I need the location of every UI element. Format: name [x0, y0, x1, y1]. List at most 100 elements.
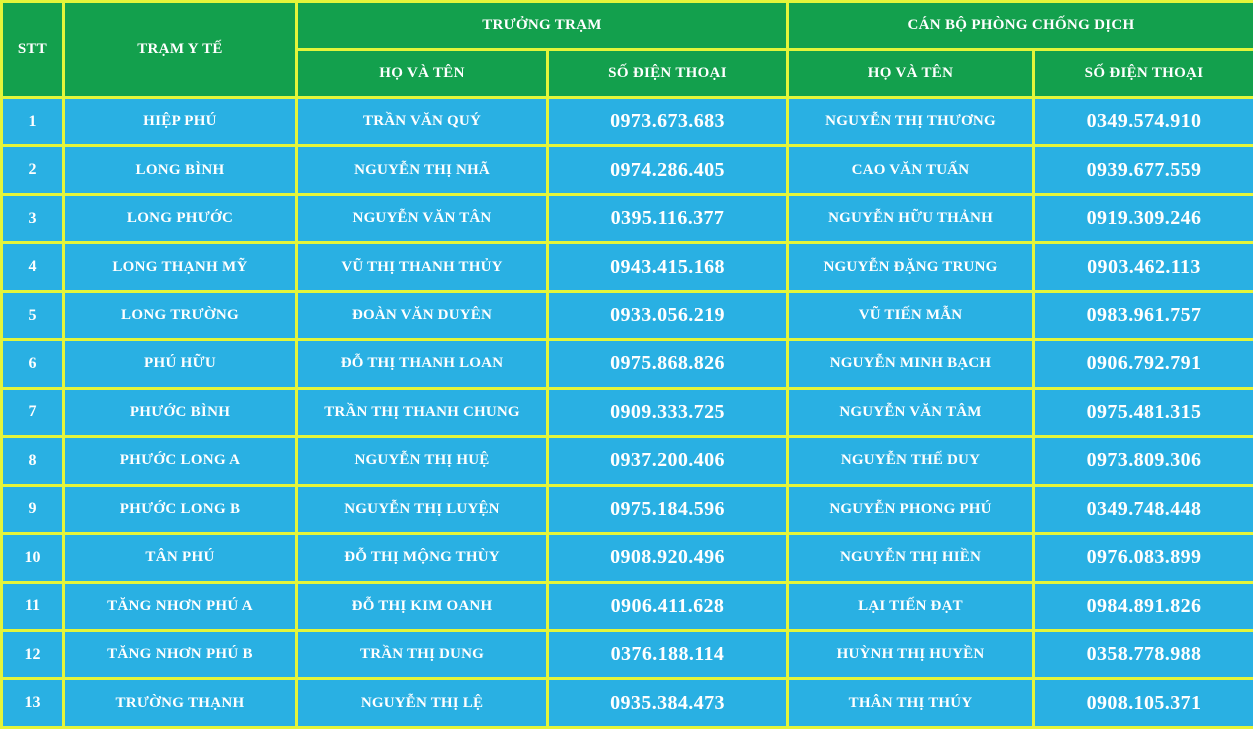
column-header-officer-phone: SỐ ĐIỆN THOẠI — [1032, 48, 1253, 99]
leader-phone-cell: 0975.868.826 — [546, 338, 789, 390]
stt-cell: 3 — [0, 192, 65, 245]
station-cell: TÂN PHÚ — [62, 532, 298, 584]
officer-phone-cell: 0349.574.910 — [1032, 95, 1253, 148]
officer-phone-cell: 0939.677.559 — [1032, 144, 1253, 196]
header-row-sub: HỌ VÀ TÊN SỐ ĐIỆN THOẠI HỌ VÀ TÊN SỐ ĐIỆ… — [2, 48, 1253, 99]
officer-name-cell: NGUYỄN PHONG PHÚ — [786, 483, 1035, 536]
station-cell: PHƯỚC BÌNH — [62, 386, 298, 439]
leader-name-cell: NGUYỄN THỊ NHÃ — [295, 144, 549, 196]
officer-phone-cell: 0976.083.899 — [1032, 532, 1253, 584]
table-header: STT TRẠM Y TẾ TRƯỞNG TRẠM CÁN BỘ PHÒNG C… — [0, 0, 1253, 99]
leader-name-cell: NGUYỄN VĂN TÂN — [295, 192, 549, 245]
column-header-station: TRẠM Y TẾ — [62, 0, 298, 99]
leader-phone-cell: 0395.116.377 — [546, 192, 789, 245]
leader-name-cell: ĐỖ THỊ MỘNG THÙY — [295, 532, 549, 584]
leader-name-cell: ĐOÀN VĂN DUYÊN — [295, 289, 549, 342]
officer-phone-cell: 0973.809.306 — [1032, 435, 1253, 487]
station-cell: PHƯỚC LONG B — [62, 483, 298, 536]
officer-name-cell: NGUYỄN HỮU THẢNH — [786, 192, 1035, 245]
leader-name-cell: ĐỖ THỊ KIM OANH — [295, 580, 549, 632]
station-cell: TĂNG NHƠN PHÚ B — [62, 628, 298, 681]
table-row: 9 PHƯỚC LONG B NGUYỄN THỊ LUYỆN 0975.184.59… — [0, 483, 1253, 536]
table-row: 12 TĂNG NHƠN PHÚ B TRẦN THỊ DUNG 0376.188.1… — [0, 628, 1253, 681]
leader-name-cell: NGUYỄN THỊ HUỆ — [295, 435, 549, 487]
stt-cell: 4 — [0, 241, 65, 293]
table-row: 4 LONG THẠNH MỸ VŨ THỊ THANH THỦY 0943.415.… — [0, 241, 1253, 293]
officer-phone-cell: 0906.792.791 — [1032, 338, 1253, 390]
table-row: 3 LONG PHƯỚC NGUYỄN VĂN TÂN 0395.116.377 NGU… — [0, 192, 1253, 245]
leader-phone-cell: 0975.184.596 — [546, 483, 789, 536]
table-row: 6 PHÚ HỮU ĐỖ THỊ THANH LOAN 0975.868.826 NGU… — [0, 338, 1253, 390]
officer-phone-cell: 0984.891.826 — [1032, 580, 1253, 632]
stt-cell: 12 — [0, 628, 65, 681]
leader-name-cell: ĐỖ THỊ THANH LOAN — [295, 338, 549, 390]
leader-phone-cell: 0376.188.114 — [546, 628, 789, 681]
officer-phone-cell: 0975.481.315 — [1032, 386, 1253, 439]
officer-name-cell: VŨ TIẾN MẪN — [786, 289, 1035, 342]
column-group-header-officer: CÁN BỘ PHÒNG CHỐNG DỊCH — [786, 0, 1253, 51]
officer-name-cell: THÂN THỊ THÚY — [786, 677, 1035, 729]
stt-cell: 7 — [0, 386, 65, 439]
stt-cell: 2 — [0, 144, 65, 196]
leader-name-cell: VŨ THỊ THANH THỦY — [295, 241, 549, 293]
officer-name-cell: CAO VĂN TUẤN — [786, 144, 1035, 196]
officer-phone-cell: 0358.778.988 — [1032, 628, 1253, 681]
stt-cell: 6 — [0, 338, 65, 390]
stt-cell: 5 — [0, 289, 65, 342]
table-row: 2 LONG BÌNH NGUYỄN THỊ NHÃ 0974.286.405 CAO … — [0, 144, 1253, 196]
station-cell: LONG PHƯỚC — [62, 192, 298, 245]
stt-cell: 8 — [0, 435, 65, 487]
column-header-officer-name: HỌ VÀ TÊN — [786, 48, 1035, 99]
officer-phone-cell: 0919.309.246 — [1032, 192, 1253, 245]
leader-phone-cell: 0943.415.168 — [546, 241, 789, 293]
stt-cell: 11 — [0, 580, 65, 632]
table-row: 1 HIỆP PHÚ TRẦN VĂN QUÝ 0973.673.683 NGUYỄN … — [0, 95, 1253, 148]
station-cell: PHƯỚC LONG A — [62, 435, 298, 487]
officer-name-cell: NGUYỄN THỊ THƯƠNG — [786, 95, 1035, 148]
header-row-top: STT TRẠM Y TẾ TRƯỞNG TRẠM CÁN BỘ PHÒNG C… — [0, 0, 1253, 99]
table-body: 1 HIỆP PHÚ TRẦN VĂN QUÝ 0973.673.683 NGUYỄN … — [0, 95, 1253, 729]
table-row: 5 LONG TRƯỜNG ĐOÀN VĂN DUYÊN 0933.056.219 VŨ… — [0, 289, 1253, 342]
officer-phone-cell: 0903.462.113 — [1032, 241, 1253, 293]
station-cell: LONG THẠNH MỸ — [62, 241, 298, 293]
station-cell: TRƯỜNG THẠNH — [62, 677, 298, 729]
leader-phone-cell: 0937.200.406 — [546, 435, 789, 487]
officer-name-cell: NGUYỄN VĂN TÂM — [786, 386, 1035, 439]
leader-phone-cell: 0908.920.496 — [546, 532, 789, 584]
officer-phone-cell: 0983.961.757 — [1032, 289, 1253, 342]
column-header-leader-phone: SỐ ĐIỆN THOẠI — [546, 48, 789, 99]
leader-phone-cell: 0909.333.725 — [546, 386, 789, 439]
leader-phone-cell: 0906.411.628 — [546, 580, 789, 632]
column-header-stt: STT — [0, 0, 65, 99]
table-row: 13 TRƯỜNG THẠNH NGUYỄN THỊ LỆ 0935.384.473 T… — [0, 677, 1253, 729]
officer-name-cell: NGUYỄN THỊ HIỀN — [786, 532, 1035, 584]
leader-phone-cell: 0933.056.219 — [546, 289, 789, 342]
leader-name-cell: TRẦN THỊ DUNG — [295, 628, 549, 681]
leader-phone-cell: 0935.384.473 — [546, 677, 789, 729]
officer-name-cell: NGUYỄN THẾ DUY — [786, 435, 1035, 487]
table-row: 7 PHƯỚC BÌNH TRẦN THỊ THANH CHUNG 0909.333.… — [0, 386, 1253, 439]
leader-phone-cell: 0973.673.683 — [546, 95, 789, 148]
stt-cell: 1 — [0, 95, 65, 148]
leader-name-cell: TRẦN THỊ THANH CHUNG — [295, 386, 549, 439]
table-row: 10 TÂN PHÚ ĐỖ THỊ MỘNG THÙY 0908.920.496 NGU… — [0, 532, 1253, 584]
stt-cell: 10 — [0, 532, 65, 584]
officer-name-cell: NGUYỄN ĐẶNG TRUNG — [786, 241, 1035, 293]
table-row: 8 PHƯỚC LONG A NGUYỄN THỊ HUỆ 0937.200.406 N… — [0, 435, 1253, 487]
officer-phone-cell: 0908.105.371 — [1032, 677, 1253, 729]
station-cell: HIỆP PHÚ — [62, 95, 298, 148]
leader-phone-cell: 0974.286.405 — [546, 144, 789, 196]
officer-name-cell: NGUYỄN MINH BẠCH — [786, 338, 1035, 390]
table-row: 11 TĂNG NHƠN PHÚ A ĐỖ THỊ KIM OANH 0906.411… — [0, 580, 1253, 632]
column-group-header-leader: TRƯỞNG TRẠM — [295, 0, 789, 51]
officer-name-cell: LẠI TIẾN ĐẠT — [786, 580, 1035, 632]
station-cell: LONG TRƯỜNG — [62, 289, 298, 342]
leader-name-cell: NGUYỄN THỊ LUYỆN — [295, 483, 549, 536]
leader-name-cell: NGUYỄN THỊ LỆ — [295, 677, 549, 729]
column-header-leader-name: HỌ VÀ TÊN — [295, 48, 549, 99]
station-cell: LONG BÌNH — [62, 144, 298, 196]
station-cell: PHÚ HỮU — [62, 338, 298, 390]
leader-name-cell: TRẦN VĂN QUÝ — [295, 95, 549, 148]
officer-phone-cell: 0349.748.448 — [1032, 483, 1253, 536]
